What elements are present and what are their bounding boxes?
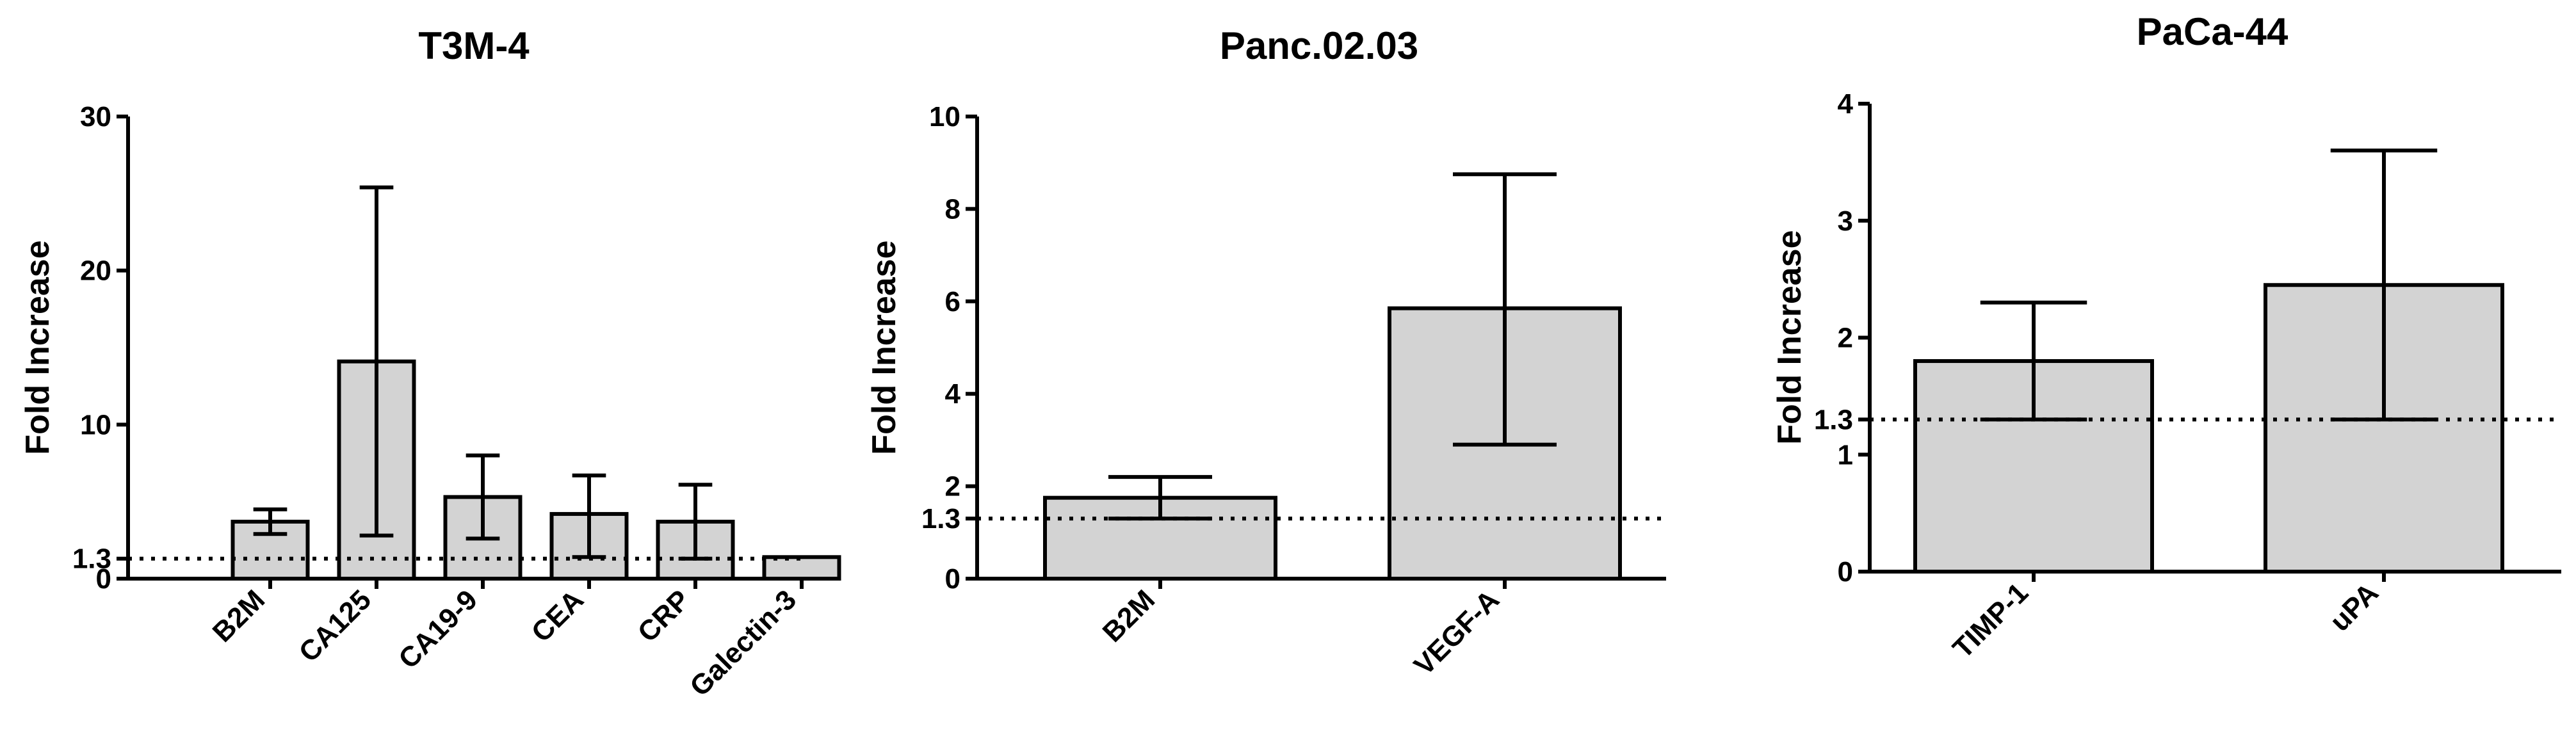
x-tick-label-galectin-3: Galectin-3 bbox=[684, 584, 802, 702]
y-axis-label: Fold Increase bbox=[19, 240, 56, 454]
y-tick-label: 1 bbox=[1838, 439, 1853, 470]
x-tick-label-vegf-a: VEGF-A bbox=[1408, 584, 1505, 681]
x-tick-label-ca19-9: CA19-9 bbox=[393, 584, 483, 675]
y-tick-label: 4 bbox=[945, 378, 961, 410]
y-tick-label: 0 bbox=[945, 563, 960, 595]
chart-title: T3M-4 bbox=[418, 24, 530, 67]
y-axis-label: Fold Increase bbox=[1771, 230, 1808, 444]
y-tick-label: 6 bbox=[945, 286, 960, 317]
x-tick-label-cea: CEA bbox=[526, 584, 590, 648]
x-tick-label-b2m: B2M bbox=[1097, 584, 1161, 648]
x-tick-label-ca125: CA125 bbox=[293, 584, 377, 668]
y-tick-label: 4 bbox=[1838, 88, 1854, 120]
y-tick-label: 3 bbox=[1838, 205, 1853, 237]
y-axis-label: Fold Increase bbox=[866, 240, 903, 454]
error-bar-ca125 bbox=[359, 185, 394, 538]
y-tick-label: 1.3 bbox=[72, 543, 111, 575]
error-bar-ca19-9 bbox=[466, 453, 500, 541]
chart-title: PaCa-44 bbox=[2137, 10, 2288, 53]
y-tick-label: 10 bbox=[80, 409, 111, 440]
error-bar-upa bbox=[2330, 149, 2438, 422]
y-tick-label: 1.3 bbox=[921, 503, 960, 534]
y-tick-label: 0 bbox=[96, 563, 111, 595]
bar-upa bbox=[2264, 283, 2504, 574]
x-tick-label-upa: uPA bbox=[2324, 577, 2385, 638]
error-bar-b2m bbox=[253, 507, 288, 536]
y-tick-label: 0 bbox=[1838, 556, 1853, 588]
y-tick-label: 30 bbox=[80, 101, 111, 133]
x-tick-label-timp-1: TIMP-1 bbox=[1947, 577, 2034, 664]
y-tick-label: 2 bbox=[945, 471, 960, 502]
error-bar-b2m bbox=[1108, 475, 1212, 521]
error-bar-vegf-a bbox=[1453, 172, 1557, 447]
chart-panel-panc-02-03: Panc.02.03 Fold Increase B2M VEGF-A 0 1.32 4 6 8… bbox=[866, 24, 1666, 682]
y-tick-label: 8 bbox=[945, 193, 960, 225]
x-tick-label-b2m: B2M bbox=[207, 584, 271, 648]
chart-title: Panc.02.03 bbox=[1220, 24, 1418, 67]
y-tick-label: 2 bbox=[1838, 323, 1853, 354]
y-tick-label: 10 bbox=[929, 101, 960, 133]
x-tick-label-crp: CRP bbox=[632, 584, 696, 648]
chart-panel-paca-44: PaCa-44 Fold Increase TIMP-1 uPA 0 1 1.3 2 3 4 bbox=[1771, 10, 2561, 664]
chart-panel-t3m-4: T3M-4 Fold Increase B2M CA125 CA19-9 CEA CRPGa… bbox=[19, 24, 841, 703]
y-tick-label: 1.3 bbox=[1814, 404, 1853, 435]
y-tick-label: 20 bbox=[80, 255, 111, 287]
